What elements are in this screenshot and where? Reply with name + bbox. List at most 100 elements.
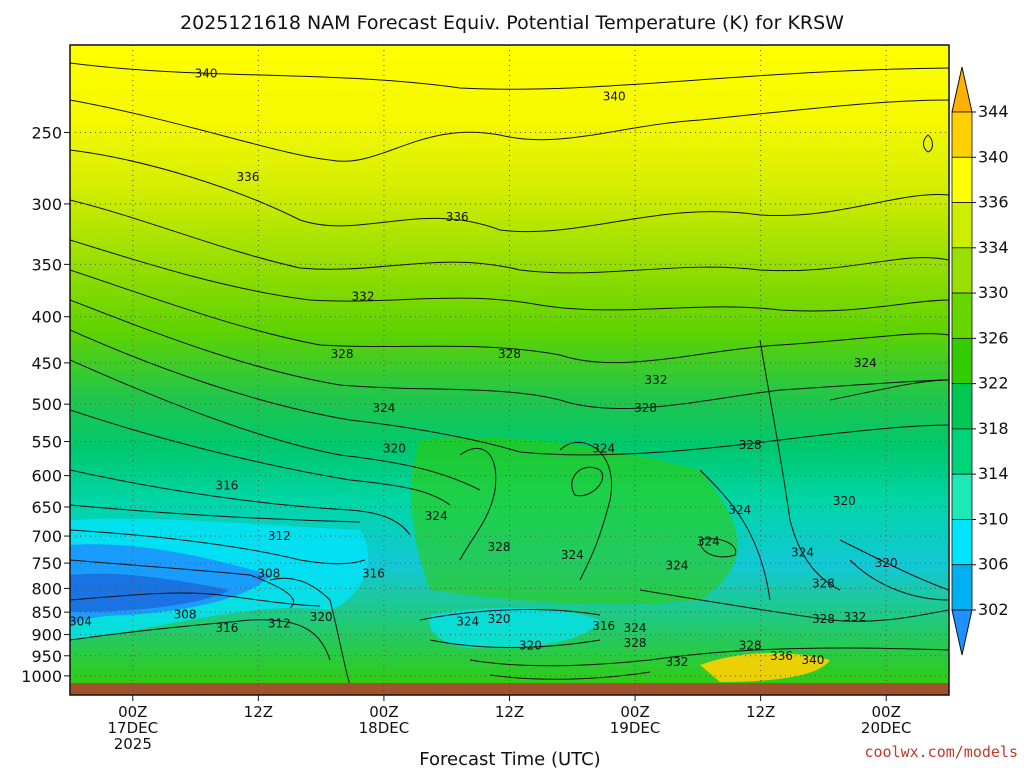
contour-label: 324 [592,442,615,456]
credit-text[interactable]: coolwx.com/models [864,743,1018,761]
contour-label: 320 [833,494,856,508]
contour-label: 320 [488,612,511,626]
chart-title: 2025121618 NAM Forecast Equiv. Potential… [180,12,844,34]
low-lens [429,608,600,649]
contour-label: 332 [665,655,688,669]
contour-label: 308 [174,607,197,621]
y-tick-label: 450 [31,354,62,373]
contour-lines [70,62,949,686]
plot-field: 340 340 336 336 332 328 328 324 320 316 312 308 316 3… [69,45,949,695]
y-tick-label: 750 [31,554,62,573]
contour-label: 320 [310,610,333,624]
contour-label: 324 [425,509,448,523]
y-tick-label: 1000 [21,667,62,686]
colorbar-label: 340 [978,147,1009,166]
contour-label: 332 [645,373,668,387]
ground-strip [70,683,949,695]
colorbar-label: 302 [978,600,1009,619]
colorbar-label: 310 [978,509,1009,528]
colorbar-label: 322 [978,374,1009,393]
contour-label: 328 [739,438,762,452]
contour-label: 328 [488,540,511,554]
y-tick-label: 700 [31,527,62,546]
y-tick-label: 650 [31,498,62,517]
colorbar-label: 344 [978,102,1009,121]
contour-label: 324 [791,546,814,560]
x-tick-label: 00Z [872,703,901,721]
y-tick-label: 500 [31,395,62,414]
warm-pocket [700,653,830,682]
contour-label: 340 [195,66,218,80]
x-axis-label: Forecast Time (UTC) [419,749,600,768]
x-tick-label: 00Z [620,703,649,721]
y-tick-label: 550 [31,433,62,452]
contour-label: 328 [498,347,521,361]
colorbar-segment [951,156,973,203]
contour-label: 320 [875,556,898,570]
contour-label: 308 [257,566,280,580]
y-tick-label: 900 [31,626,62,645]
y-tick-label: 400 [31,308,62,327]
x-tick-label: 12Z [495,703,524,721]
colorbar-label: 314 [978,464,1009,483]
x-tick-label: 12Z [244,703,273,721]
cold-core [70,573,230,612]
y-tick-label: 350 [31,255,62,274]
contour-label: 324 [728,503,751,517]
contour-label: 324 [561,548,584,562]
colorbar-segment [951,564,973,611]
y-tick-label: 300 [31,195,62,214]
x-tick-label: 18DEC [359,719,410,737]
contour-label: 332 [843,610,866,624]
contour-label: 328 [331,347,354,361]
contour-label: 320 [519,638,542,652]
contour-label: 336 [236,170,259,184]
x-tick-label: 00Z [369,703,398,721]
x-tick-label: 00Z [118,703,147,721]
contour-label: 324 [372,401,395,415]
y-tick-label: 800 [31,579,62,598]
colorbar-arrow-bottom [951,609,973,656]
contour-label: 316 [216,621,239,635]
colorbar-arrow-top [951,66,973,113]
contour-labels: 340 340 336 336 332 328 328 324 320 316 312 308 316 3… [69,66,898,669]
contour-label: 304 [69,614,92,628]
grid-lines [70,45,949,695]
contour-label: 332 [352,290,375,304]
contour-label: 324 [456,614,479,628]
colorbar-label: 326 [978,328,1009,347]
contour-label: 328 [812,576,835,590]
colorbar-label: 334 [978,238,1009,257]
y-tick-label: 850 [31,603,62,622]
contour-label: 328 [739,638,762,652]
y-tick-label: 950 [31,647,62,666]
x-tick-label: 2025 [114,735,152,753]
contour-label: 312 [268,617,291,631]
contour-label: 316 [362,566,385,580]
colorbar-segment [951,337,973,385]
colorbar-segment [951,247,973,294]
contour-label: 328 [812,612,835,626]
contour-label: 324 [665,559,688,573]
colorbar-label: 318 [978,419,1009,438]
colorbar-segment [951,519,973,566]
y-axis: 250 300 350 400 450 500 550 600 650 700 750 800 850 9… [21,123,70,686]
colorbar-segment [951,292,973,339]
colorbar-label: 330 [978,283,1009,302]
colorbar-segment [951,383,973,430]
contour-label: 324 [854,356,877,370]
contour-label: 340 [603,89,626,103]
contour-label: 312 [268,529,291,543]
contour-label: 316 [592,619,615,633]
contour-label: 320 [383,442,406,456]
contour-label: 336 [770,649,793,663]
x-tick-label: 12Z [746,703,775,721]
y-tick-label: 250 [31,123,62,142]
contour-label: 336 [446,210,469,224]
contour-label: 324 [624,621,647,635]
colorbar-label: 306 [978,555,1009,574]
contour-label: 328 [634,401,657,415]
